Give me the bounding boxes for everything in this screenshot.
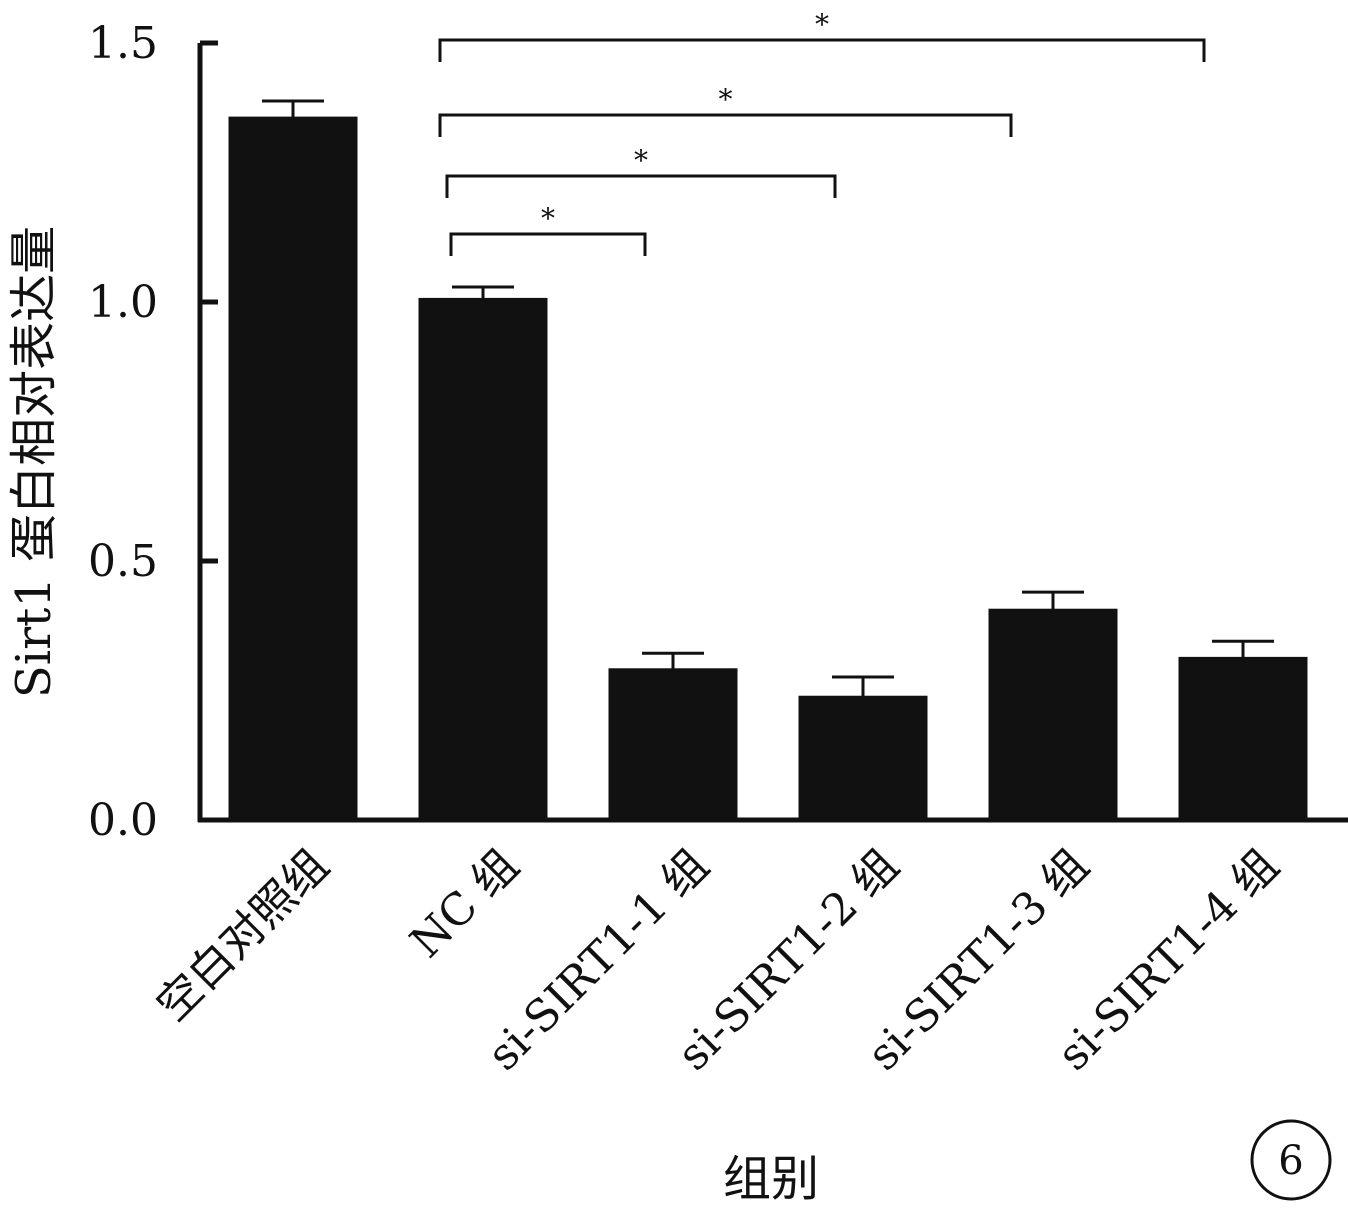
y-tick-label: 0.5 (88, 536, 158, 587)
significance-brackets: * * * * (438, 8, 1206, 256)
bar (798, 695, 928, 822)
significance-bracket (438, 38, 1206, 62)
y-tick-label: 0.0 (88, 795, 158, 846)
significance-star: * (815, 8, 829, 41)
significance-bracket (445, 174, 837, 198)
axes: 0.0 0.5 1.0 1.5 (88, 18, 1348, 846)
significance-star: * (634, 144, 648, 177)
y-tick-label: 1.5 (88, 18, 158, 69)
significance-star: * (719, 83, 733, 116)
panel-number: 6 (1278, 1138, 1303, 1184)
y-tick-label: 1.0 (88, 277, 158, 328)
y-axis-title: Sirt1 蛋白相对表达量 (6, 226, 62, 698)
significance-bracket (438, 113, 1013, 137)
bar (608, 668, 738, 822)
panel-number-circle (1250, 1119, 1332, 1201)
significance-bracket (449, 232, 647, 256)
bar (988, 608, 1118, 822)
x-tick-label: NC 组 (401, 840, 529, 968)
bar (1178, 656, 1308, 822)
x-axis-title: 组别 (723, 1151, 819, 1207)
bar (228, 116, 358, 822)
bar (418, 297, 548, 822)
significance-star: * (541, 202, 555, 235)
bars (228, 99, 1308, 822)
x-tick-label: 空白对照组 (147, 840, 339, 1032)
